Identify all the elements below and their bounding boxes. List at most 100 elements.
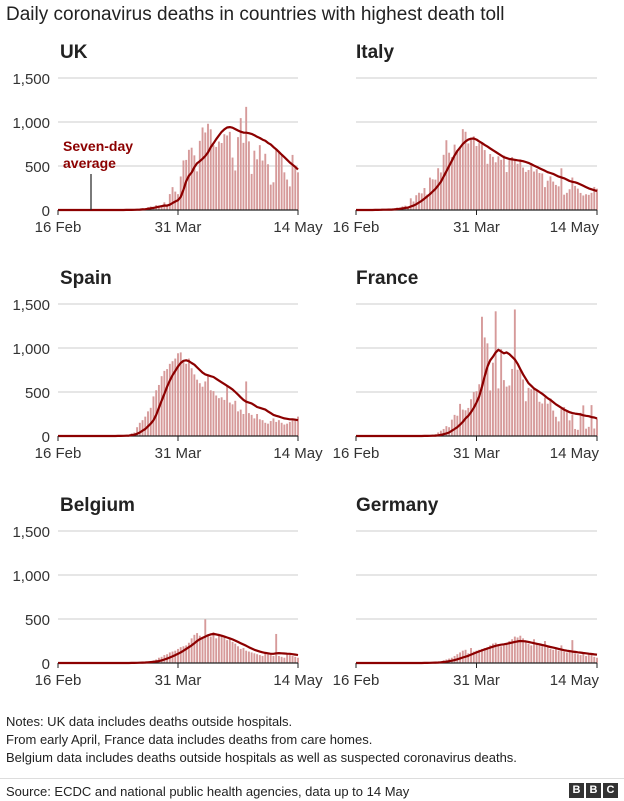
x-tick-label: 14 May [550,672,600,689]
bar [212,145,215,210]
bar [554,648,557,663]
bar [277,420,280,436]
bar [533,171,535,210]
bar [283,424,286,436]
bar [245,650,248,663]
bar [519,635,522,663]
panel-title: Spain [60,268,112,289]
bar [593,186,596,210]
small-multiples-charts: UK 0 500 1,000 1,500 16 Feb 31 Mar 14 May Italy 1… [12,42,600,689]
bar [497,644,500,663]
bar [264,422,267,436]
page-title: Daily coronavirus deaths in countries wi… [6,4,505,25]
x-tick-label: 14 May [550,445,600,462]
bar [565,411,568,436]
bar [185,645,188,663]
seven-day-average-line [356,639,598,665]
panel-title: France [356,268,418,289]
bar [524,641,527,663]
bar [513,309,516,436]
x-tick-label: 14 May [550,219,600,236]
bar [508,160,511,210]
bar [491,362,494,436]
bar [557,650,560,663]
bar [505,642,508,663]
bar [209,129,212,210]
y-tick-label: 0 [42,203,50,220]
bar [549,176,552,210]
bar [585,194,587,210]
bar [483,150,486,210]
bar [497,156,500,210]
bar [258,145,261,210]
bar [483,648,486,663]
bar [593,656,596,663]
bar [297,657,299,663]
bar [160,376,163,436]
bar [275,149,278,210]
bar [253,653,256,663]
bar [272,418,275,436]
bar [560,645,563,663]
bar [478,649,481,663]
bar [182,160,185,210]
bar [502,155,505,210]
bar [291,655,294,663]
bar [415,195,418,210]
bar [554,184,557,210]
y-tick-label: 1,500 [12,297,50,314]
bar [291,154,294,210]
bar [491,643,494,663]
bar [201,386,204,436]
bar [530,163,533,210]
x-tick-label: 16 Feb [35,672,82,689]
bar [250,652,253,663]
bar [442,428,445,436]
bar [538,173,541,210]
bar [204,381,207,436]
bar [209,390,212,436]
bar [141,420,144,436]
bar [568,420,571,436]
bar [193,155,196,210]
bar [297,416,299,436]
bar [486,163,489,210]
bar [237,646,239,663]
bar [494,642,497,663]
bar [505,386,508,436]
bar [530,389,533,436]
bar [242,414,245,436]
bar [445,426,448,436]
bar [215,395,218,436]
bar [234,643,237,663]
bar [201,127,204,210]
bar [557,421,560,436]
x-tick-label: 31 Mar [453,672,500,689]
bar [207,123,209,210]
bar [185,159,188,210]
bar [234,170,237,210]
logo-letter: B [569,783,584,798]
bar [472,651,475,663]
bar [459,403,462,436]
bar [220,635,223,663]
bar [250,414,253,436]
bar [456,149,459,210]
bar [294,166,297,210]
bar [258,419,261,436]
bar [585,428,587,436]
bar [177,353,179,436]
bar [582,652,585,663]
bar [231,404,234,436]
bar [538,644,541,663]
bar [596,188,598,210]
bar [179,352,182,436]
bar [590,655,593,663]
x-tick-label: 31 Mar [453,445,500,462]
bar [163,370,166,436]
bar [494,311,497,436]
bar [242,648,245,663]
bar [269,421,272,436]
bar [546,647,549,663]
bar [576,654,579,663]
